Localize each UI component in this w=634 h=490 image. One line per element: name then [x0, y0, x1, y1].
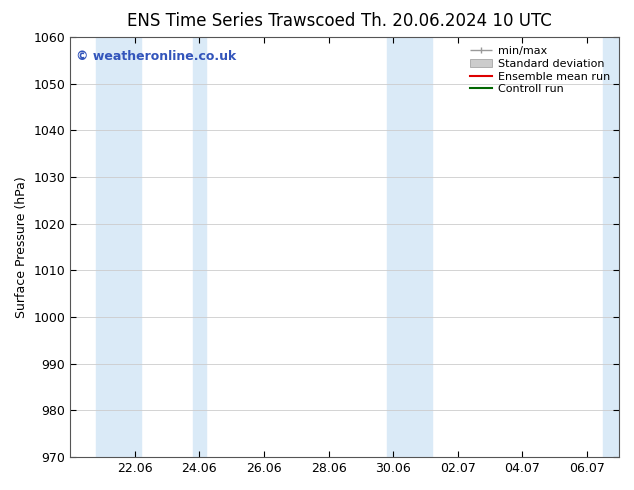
Legend: min/max, Standard deviation, Ensemble mean run, Controll run: min/max, Standard deviation, Ensemble me… — [467, 43, 614, 98]
Text: Th. 20.06.2024 10 UTC: Th. 20.06.2024 10 UTC — [361, 12, 552, 30]
Text: ENS Time Series Trawscoed: ENS Time Series Trawscoed — [127, 12, 355, 30]
Bar — [603, 37, 619, 457]
Y-axis label: Surface Pressure (hPa): Surface Pressure (hPa) — [15, 176, 28, 318]
Bar — [387, 37, 432, 457]
Text: © weatheronline.co.uk: © weatheronline.co.uk — [76, 50, 236, 63]
Bar — [193, 37, 206, 457]
Bar — [96, 37, 141, 457]
